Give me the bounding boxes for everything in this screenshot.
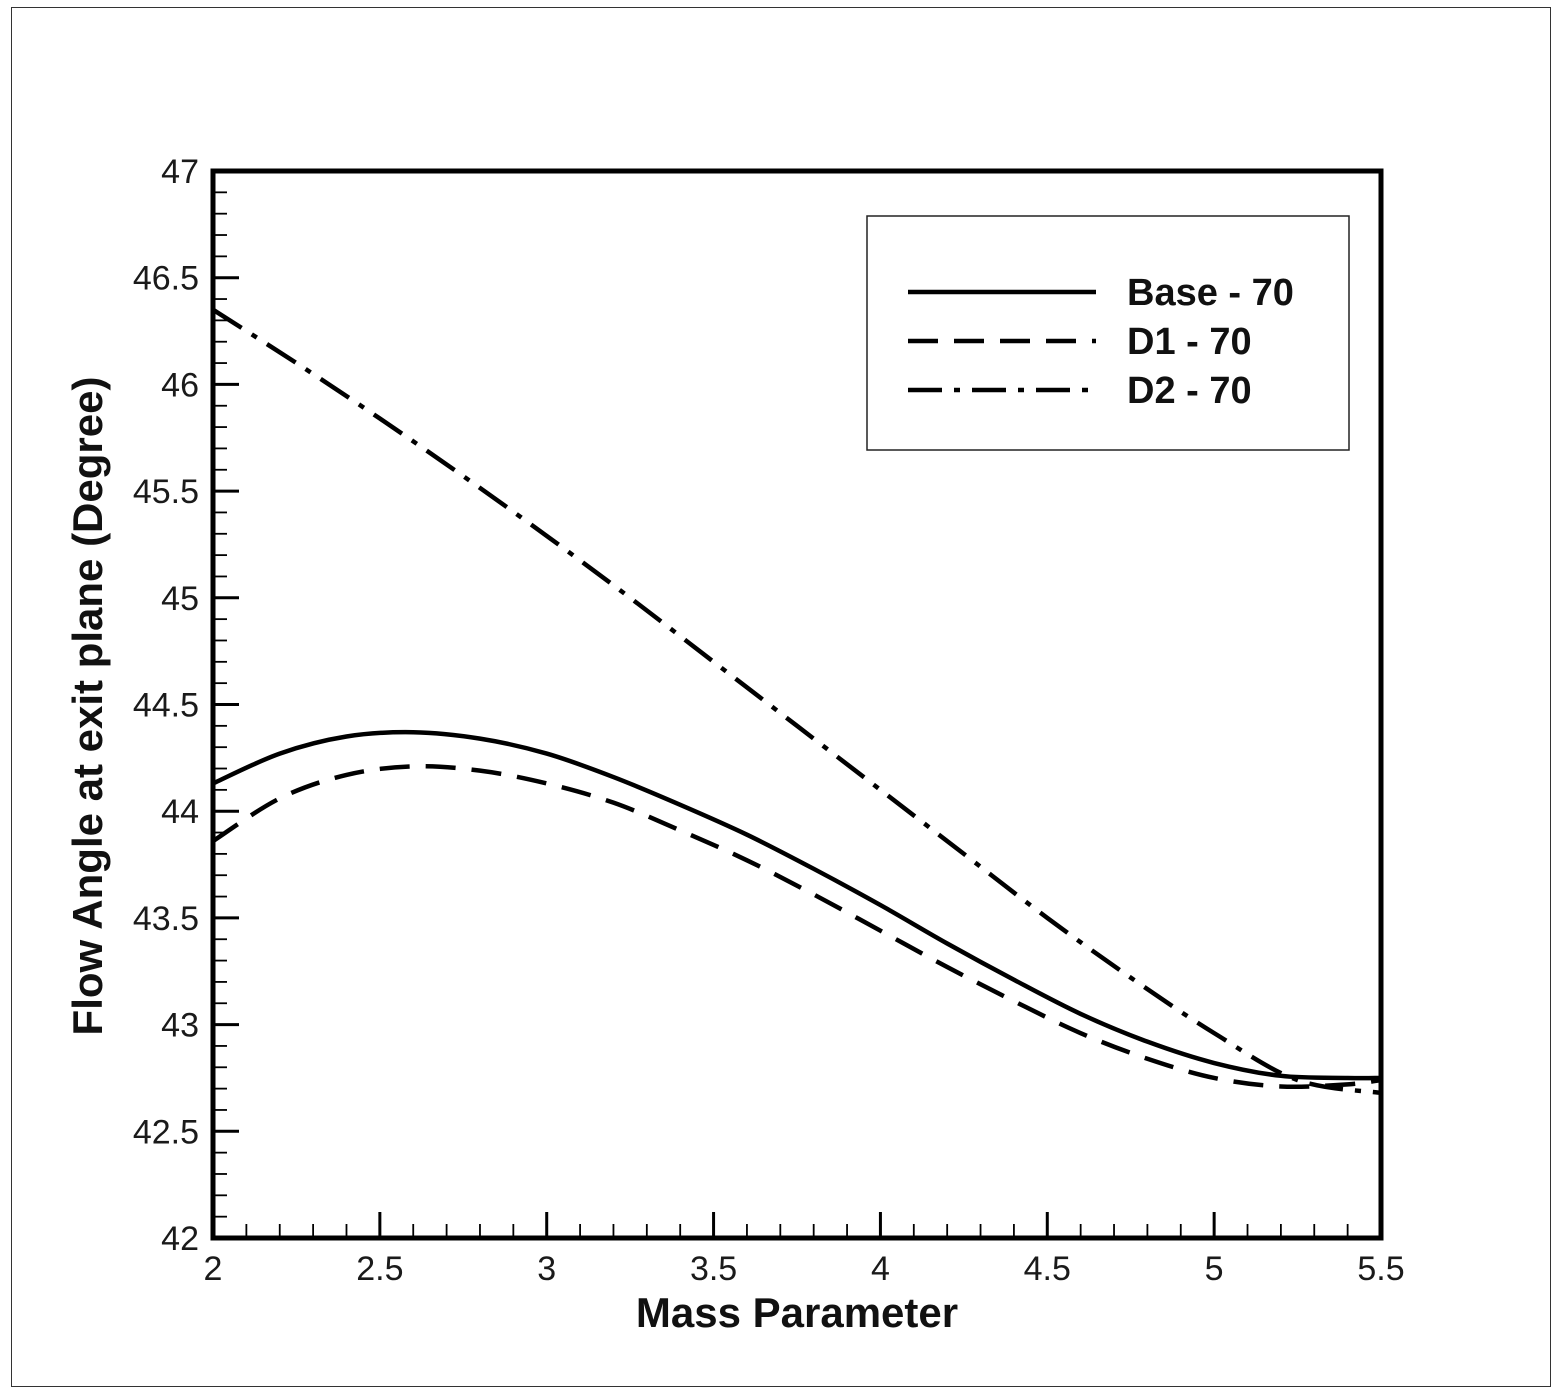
y-tick-label: 44 — [161, 793, 199, 831]
y-axis-title: Flow Angle at exit plane (Degree) — [64, 377, 111, 1036]
y-tick-label: 44.5 — [133, 687, 199, 725]
y-tick-label: 47 — [161, 153, 199, 191]
y-tick-label: 43.5 — [133, 900, 199, 938]
minor-ticks — [213, 191, 1349, 1238]
y-tick-label: 42.5 — [133, 1113, 199, 1151]
x-tick-labels: 2 2.5 3 3.5 4 4.5 5 5.5 — [204, 1250, 1405, 1288]
legend: Base - 70 D1 - 70 D2 - 70 — [866, 215, 1350, 451]
y-tick-label: 43 — [161, 1007, 199, 1045]
series-lines — [211, 307, 1382, 1096]
x-tick-label: 4.5 — [1024, 1250, 1071, 1288]
x-tick-label: 3 — [537, 1250, 556, 1288]
legend-box — [866, 215, 1350, 451]
series-line-d2-70 — [211, 307, 1382, 1096]
y-tick-labels: 42 42.5 43 43.5 44 44.5 45 45.5 46 46.5 47 — [133, 153, 199, 1258]
x-tick-label: 4 — [871, 1250, 890, 1288]
x-tick-label: 2 — [204, 1250, 223, 1288]
y-tick-label: 46.5 — [133, 260, 199, 298]
x-tick-label: 5.5 — [1357, 1250, 1404, 1288]
figure-frame — [11, 7, 1551, 1387]
x-tick-label: 2.5 — [356, 1250, 403, 1288]
legend-label: D1 - 70 — [1127, 321, 1252, 363]
x-tick-label: 5 — [1205, 1250, 1224, 1288]
y-tick-label: 42 — [161, 1220, 199, 1258]
x-tick-label: 3.5 — [690, 1250, 737, 1288]
legend-label: Base - 70 — [1127, 272, 1294, 314]
series-line-base-70 — [212, 729, 1382, 1081]
major-ticks — [211, 169, 1383, 1240]
y-tick-label: 45.5 — [133, 473, 199, 511]
x-axis-title: Mass Parameter — [636, 1289, 958, 1336]
y-tick-label: 46 — [161, 366, 199, 404]
series-line-d1-70 — [211, 764, 1382, 1090]
legend-entries: Base - 70 D1 - 70 D2 - 70 — [908, 272, 1294, 412]
y-tick-label: 45 — [161, 580, 199, 618]
legend-label: D2 - 70 — [1127, 370, 1252, 412]
